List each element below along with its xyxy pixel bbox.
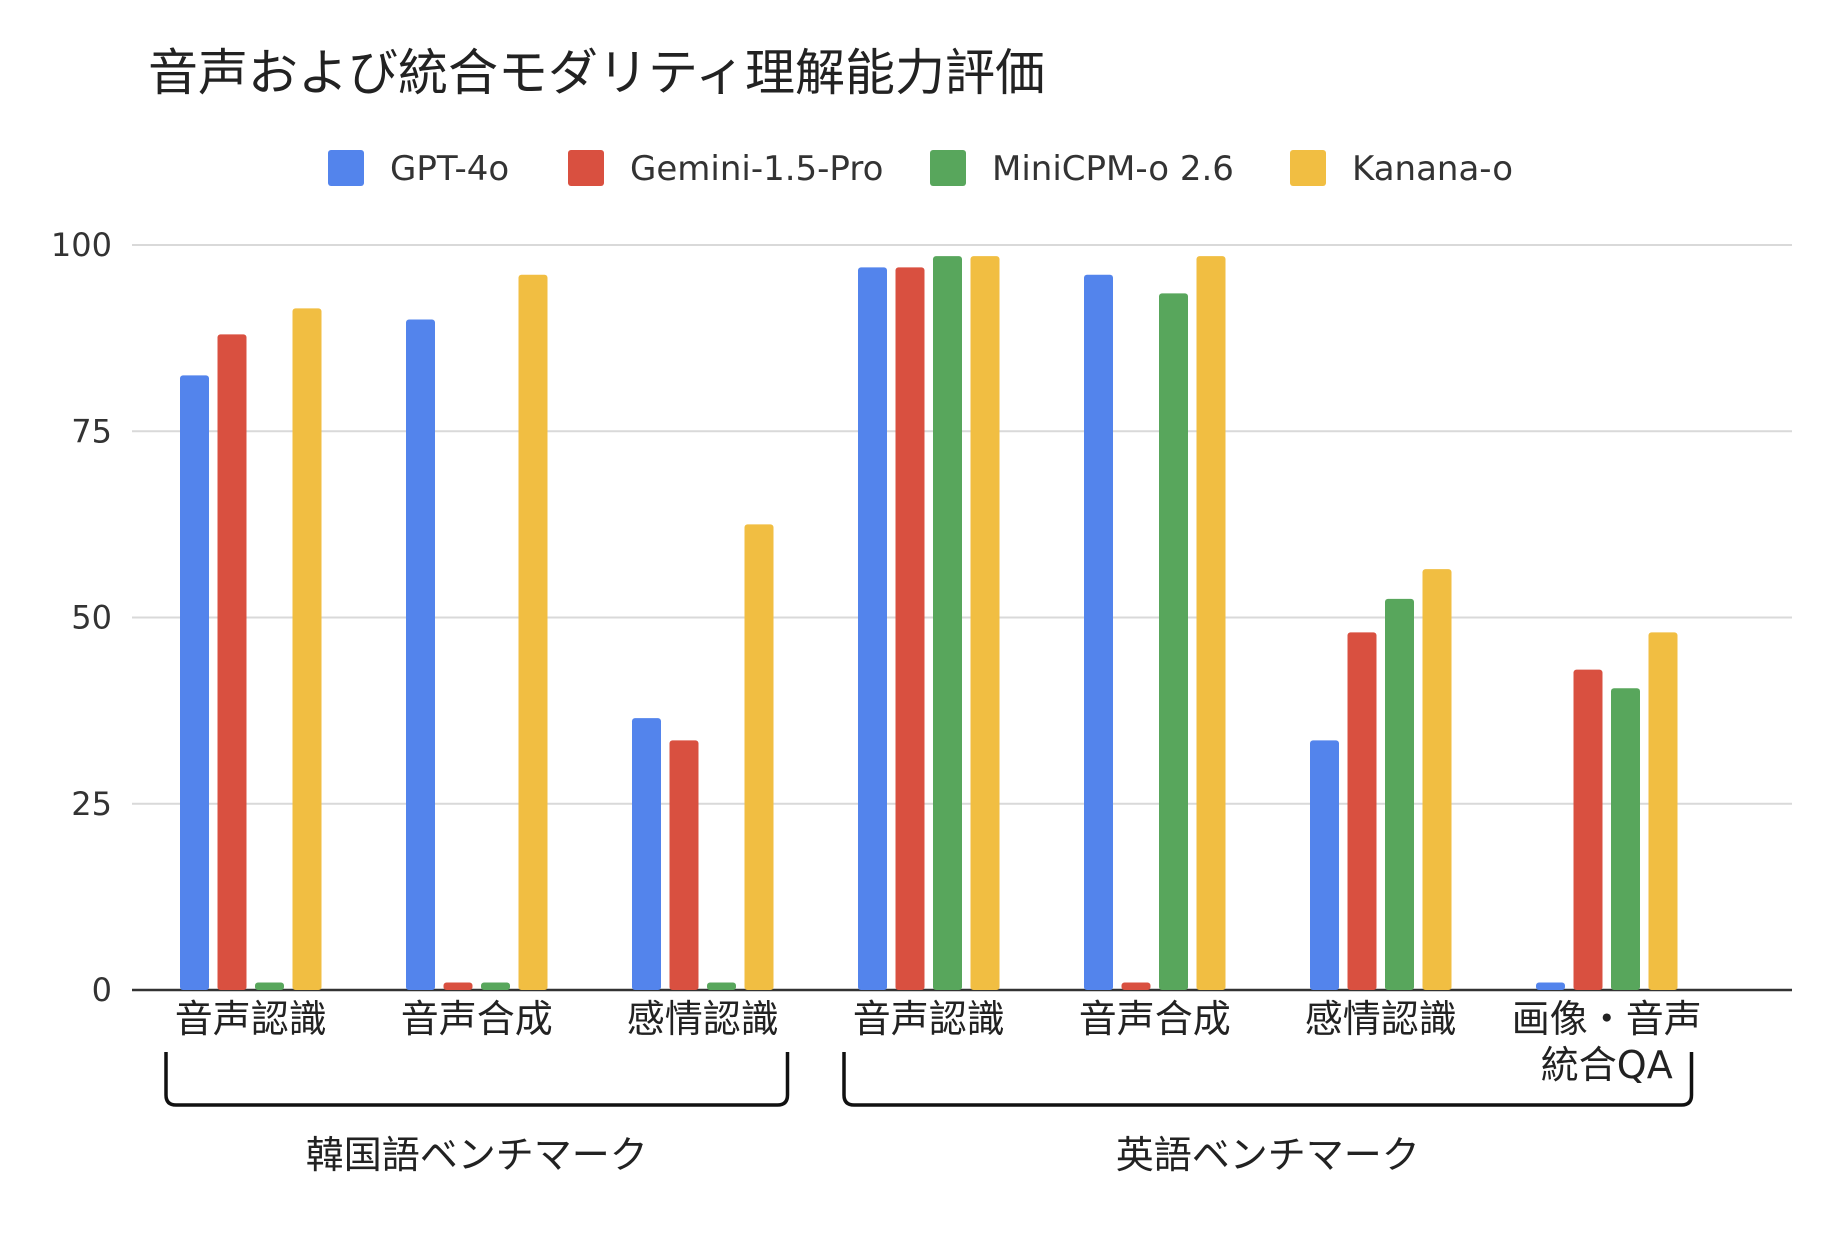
y-tick-label-0: 0 bbox=[92, 971, 112, 1009]
bar-s3-c7 bbox=[1611, 688, 1640, 990]
legend-swatch-1 bbox=[328, 150, 364, 186]
bar-s4-c6 bbox=[1422, 569, 1452, 990]
bar-s1-c3 bbox=[632, 718, 661, 990]
bar-s1-c5 bbox=[1084, 274, 1113, 990]
category-label-2-1: 音声合成 bbox=[401, 997, 553, 1041]
legend-swatch-2 bbox=[568, 150, 604, 186]
bar-s4-c1 bbox=[292, 308, 322, 990]
y-tick-label-75: 75 bbox=[71, 412, 112, 450]
bar-s4-c2 bbox=[518, 274, 548, 990]
category-label-3-1: 感情認識 bbox=[627, 997, 779, 1041]
bar-s3-c6 bbox=[1385, 598, 1414, 990]
category-label-4-1: 音声認識 bbox=[853, 997, 1005, 1041]
bar-s2-c5 bbox=[1121, 982, 1151, 990]
bar-s1-c4 bbox=[858, 267, 887, 991]
legend-swatch-3 bbox=[930, 150, 966, 186]
bar-s2-c2 bbox=[443, 982, 473, 990]
bar-s1-c1 bbox=[180, 375, 209, 990]
bar-s4-c3 bbox=[744, 524, 774, 990]
y-tick-label-50: 50 bbox=[71, 599, 112, 637]
category-label-6-1: 感情認識 bbox=[1305, 997, 1457, 1041]
bar-s1-c7 bbox=[1536, 982, 1565, 990]
category-label-1-1: 音声認識 bbox=[175, 997, 327, 1041]
bar-s2-c4 bbox=[895, 267, 925, 991]
group-bracket-1 bbox=[164, 1052, 790, 1107]
legend-label-4: Kanana-o bbox=[1352, 149, 1513, 189]
bar-s4-c4 bbox=[970, 256, 1000, 990]
chart-title: 音声および統合モダリティ理解能力評価 bbox=[148, 44, 1045, 102]
y-tick-label-25: 25 bbox=[71, 785, 112, 823]
group-label-1: 韓国語ベンチマーク bbox=[306, 1133, 648, 1177]
legend-label-3: MiniCPM-o 2.6 bbox=[992, 149, 1234, 189]
legend-label-1: GPT-4o bbox=[390, 149, 509, 189]
bar-s3-c2 bbox=[481, 982, 510, 990]
group-label-2: 英語ベンチマーク bbox=[1116, 1133, 1420, 1177]
legend-label-2: Gemini-1.5-Pro bbox=[630, 149, 883, 189]
category-label-5-1: 音声合成 bbox=[1079, 997, 1231, 1041]
group-bracket-2 bbox=[842, 1052, 1694, 1107]
bar-s3-c1 bbox=[255, 982, 284, 990]
y-tick-label-100: 100 bbox=[51, 226, 112, 264]
category-label-7-1: 画像・音声 bbox=[1512, 997, 1702, 1041]
bar-s1-c2 bbox=[406, 319, 435, 990]
bar-s3-c4 bbox=[933, 256, 962, 990]
legend: GPT-4o Gemini-1.5-Pro MiniCPM-o 2.6 Kanana-… bbox=[328, 149, 1513, 189]
bar-s1-c6 bbox=[1310, 740, 1339, 990]
bar-s2-c7 bbox=[1573, 669, 1603, 990]
category-label-7-2: 統合QA bbox=[1541, 1043, 1673, 1087]
benchmark-groups: 韓国語ベンチマーク 英語ベンチマーク bbox=[164, 1052, 1694, 1177]
bar-s2-c3 bbox=[669, 740, 699, 990]
bars bbox=[180, 256, 1678, 991]
bar-s4-c7 bbox=[1648, 632, 1678, 990]
legend-swatch-4 bbox=[1290, 150, 1326, 186]
bar-s2-c6 bbox=[1347, 632, 1377, 990]
bar-s4-c5 bbox=[1196, 256, 1226, 990]
y-axis-ticks: 0 25 50 75 100 bbox=[51, 226, 112, 1009]
bar-s2-c1 bbox=[217, 334, 247, 990]
bar-s3-c3 bbox=[707, 982, 736, 990]
bar-s3-c5 bbox=[1159, 293, 1188, 990]
